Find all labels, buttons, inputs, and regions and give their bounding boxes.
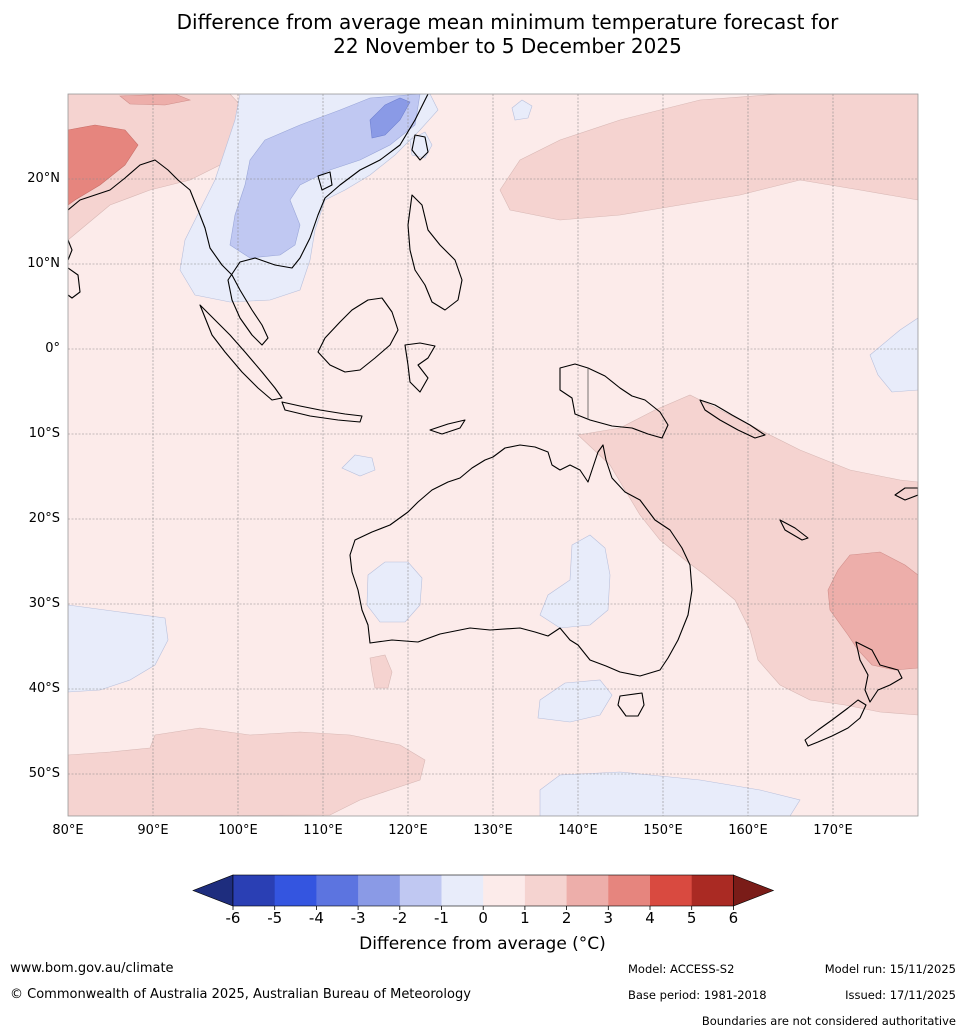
legend-swatch (441, 875, 484, 906)
east-pacific-cool-region (869, 317, 918, 393)
lon-label-120e: 120°E (388, 823, 428, 838)
footer-base-period: Base period: 1981-2018 (628, 988, 767, 1002)
coast-fiji (894, 487, 918, 501)
legend-swatch (358, 875, 401, 906)
coast-philippines (407, 194, 463, 311)
legend-swatch (316, 875, 359, 906)
lat-label-0: 0° (45, 341, 60, 356)
legend-swatch (524, 875, 568, 906)
legend-swatch (233, 875, 276, 906)
forecast-map (67, 93, 919, 817)
coast-taiwan (411, 134, 429, 161)
legend-tick-label: 3 (604, 909, 614, 927)
footer-model-run: Model run: 15/11/2025 (824, 962, 956, 976)
lon-label-140e: 140°E (558, 823, 598, 838)
coast-hainan (317, 171, 333, 191)
east-china-sea-cool-region (511, 99, 533, 121)
legend-tick-label: 1 (520, 909, 530, 927)
southern-ocean-warm-patch (369, 654, 393, 689)
legend-swatch (608, 875, 651, 906)
lat-label-50s: 50°S (28, 766, 60, 781)
lon-label-170e: 170°E (813, 823, 853, 838)
footer-model: Model: ACCESS-S2 (628, 962, 735, 976)
lat-label-10s: 10°S (28, 426, 60, 441)
legend-tick-label: 2 (562, 909, 572, 927)
legend-tick-label: -4 (309, 909, 324, 927)
coast-borneo (317, 297, 399, 373)
title-line-1: Difference from average mean minimum tem… (176, 10, 839, 34)
legend-colorbar: -6 -5 -4 -3 -2 -1 0 1 2 3 4 5 6 (192, 874, 775, 927)
lat-label-10n: 10°N (27, 256, 60, 271)
timor-sea-cool-region (341, 454, 376, 477)
legend-tick-label: 0 (478, 909, 488, 927)
coast-india (68, 239, 73, 261)
coast-mainland-asia (68, 94, 429, 346)
footer-disclaimer: Boundaries are not considered authoritat… (701, 1014, 956, 1028)
coast-new-caledonia (779, 519, 809, 541)
footer-issued: Issued: 17/11/2025 (845, 988, 956, 1002)
coast-tasmania (617, 692, 645, 717)
west-china-warm-region (68, 124, 139, 206)
legend-title: Difference from average (°C) (359, 934, 606, 954)
coast-timor (429, 419, 466, 435)
lon-label-110e: 110°E (303, 823, 343, 838)
lat-label-20s: 20°S (28, 511, 60, 526)
legend-extend-low (192, 874, 234, 907)
legend-tick-label: 4 (645, 909, 655, 927)
bass-strait-cool-region (537, 679, 613, 723)
lat-label-30s: 30°S (28, 596, 60, 611)
coast-sri-lanka (68, 267, 81, 299)
legend-swatch (566, 875, 609, 906)
lon-label-150e: 150°E (643, 823, 683, 838)
lon-label-90e: 90°E (137, 823, 169, 838)
coast-java (281, 401, 363, 423)
footer-url[interactable]: www.bom.gov.au/climate (10, 961, 174, 976)
lat-label-20n: 20°N (27, 171, 60, 186)
legend-swatch (650, 875, 693, 906)
tasman-nz-warm-region (827, 551, 918, 671)
legend-tick-label: -3 (351, 909, 366, 927)
north-pacific-warm-region (499, 94, 918, 221)
lon-label-100e: 100°E (218, 823, 258, 838)
southern-ocean-warm-region (68, 727, 426, 816)
coastlines (68, 94, 918, 747)
taiwan-cool-region (409, 131, 433, 159)
lat-label-40s: 40°S (28, 681, 60, 696)
legend-tick-label: -2 (392, 909, 407, 927)
south-china-cool-inner (369, 97, 411, 139)
legend-swatch (274, 875, 317, 906)
legend-tick-label: -6 (226, 909, 241, 927)
coast-new-zealand-south (804, 699, 867, 747)
footer-copyright: © Commonwealth of Australia 2025, Austra… (10, 987, 471, 1002)
coast-new-guinea (559, 363, 669, 439)
central-australia-cool-region (539, 534, 611, 629)
legend-swatch (691, 875, 734, 906)
coast-solomons (699, 399, 766, 439)
legend-tick-label: -1 (434, 909, 449, 927)
legend-extend-high (733, 874, 775, 907)
lon-label-130e: 130°E (473, 823, 513, 838)
coast-australia (349, 444, 693, 677)
legend-tick-label: 5 (687, 909, 697, 927)
map-frame (67, 93, 919, 817)
title-line-2: 22 November to 5 December 2025 (333, 34, 682, 58)
coast-sulawesi (404, 342, 436, 393)
chart-title: Difference from average mean minimum tem… (0, 10, 965, 58)
legend-swatch (483, 875, 526, 906)
legend-tick-label: -5 (267, 909, 282, 927)
lon-label-160e: 160°E (728, 823, 768, 838)
legend-swatch (399, 875, 442, 906)
lon-label-80e: 80°E (52, 823, 84, 838)
coast-sumatra (199, 304, 283, 401)
legend-tick-label: 6 (729, 909, 739, 927)
graticule (68, 94, 918, 816)
coast-new-zealand-north (855, 641, 903, 703)
indian-ocean-cool-region (68, 604, 169, 693)
